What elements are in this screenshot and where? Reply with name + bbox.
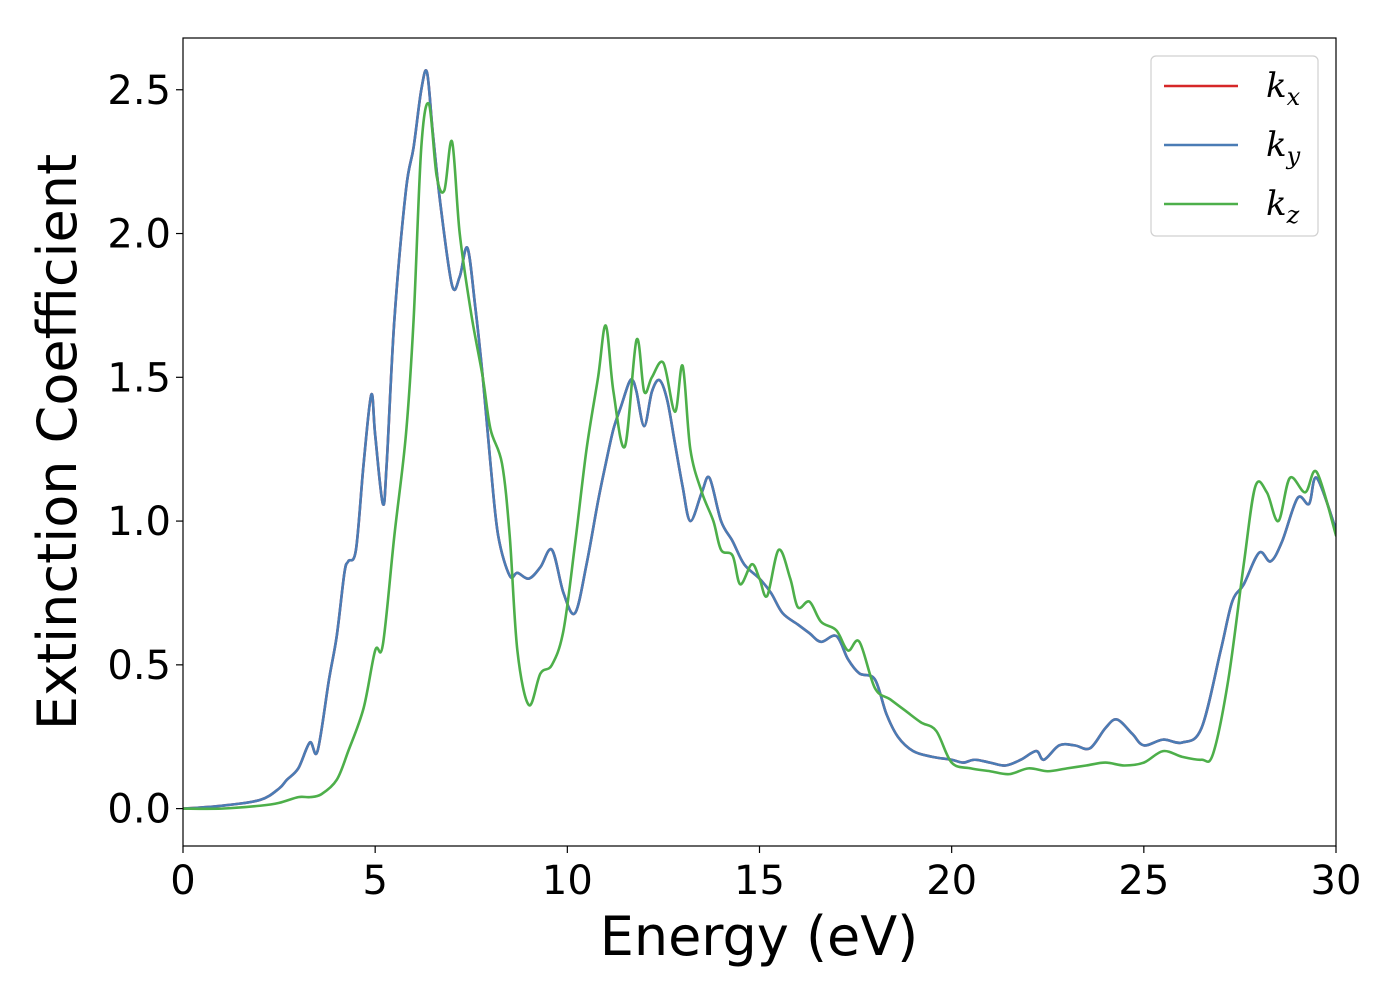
x-tick-label: 20 (926, 858, 977, 904)
x-tick-label: 0 (170, 858, 195, 904)
legend-label-subscript: z (1286, 201, 1300, 229)
y-axis-label: Extinction Coefficient (26, 154, 89, 730)
y-tick-label: 1.0 (107, 499, 171, 545)
y-tick-label: 2.0 (107, 212, 171, 258)
legend-label-main: k (1266, 66, 1287, 106)
y-tick-label: 1.5 (107, 355, 171, 401)
y-tick-label: 0.5 (107, 643, 171, 689)
x-tick-label: 10 (542, 858, 593, 904)
series-line-k-y (183, 69, 1336, 810)
legend-label-subscript: y (1286, 142, 1301, 170)
legend-label-subscript: x (1287, 83, 1301, 111)
x-tick-label: 25 (1118, 858, 1169, 904)
y-axis-ticks: 0.0 0.5 1.0 1.5 2.0 2.5 (107, 68, 183, 833)
x-tick-label: 15 (734, 858, 785, 904)
x-tick-label: 30 (1311, 858, 1362, 904)
x-axis-ticks: 0 5 10 15 20 25 30 (170, 846, 1361, 904)
legend-label-main: k (1266, 125, 1287, 165)
series-line-k-z (183, 101, 1336, 811)
x-axis-label: Energy (eV) (600, 905, 919, 968)
legend-label-main: k (1266, 184, 1287, 224)
x-tick-label: 5 (362, 858, 387, 904)
series-lines (183, 69, 1336, 811)
legend-label-k-z: kz (1266, 184, 1300, 229)
y-tick-label: 2.5 (107, 68, 171, 114)
legend-label-k-y: ky (1266, 125, 1301, 170)
y-tick-label: 0.0 (107, 787, 171, 833)
legend-label-k-x: kx (1266, 66, 1301, 111)
